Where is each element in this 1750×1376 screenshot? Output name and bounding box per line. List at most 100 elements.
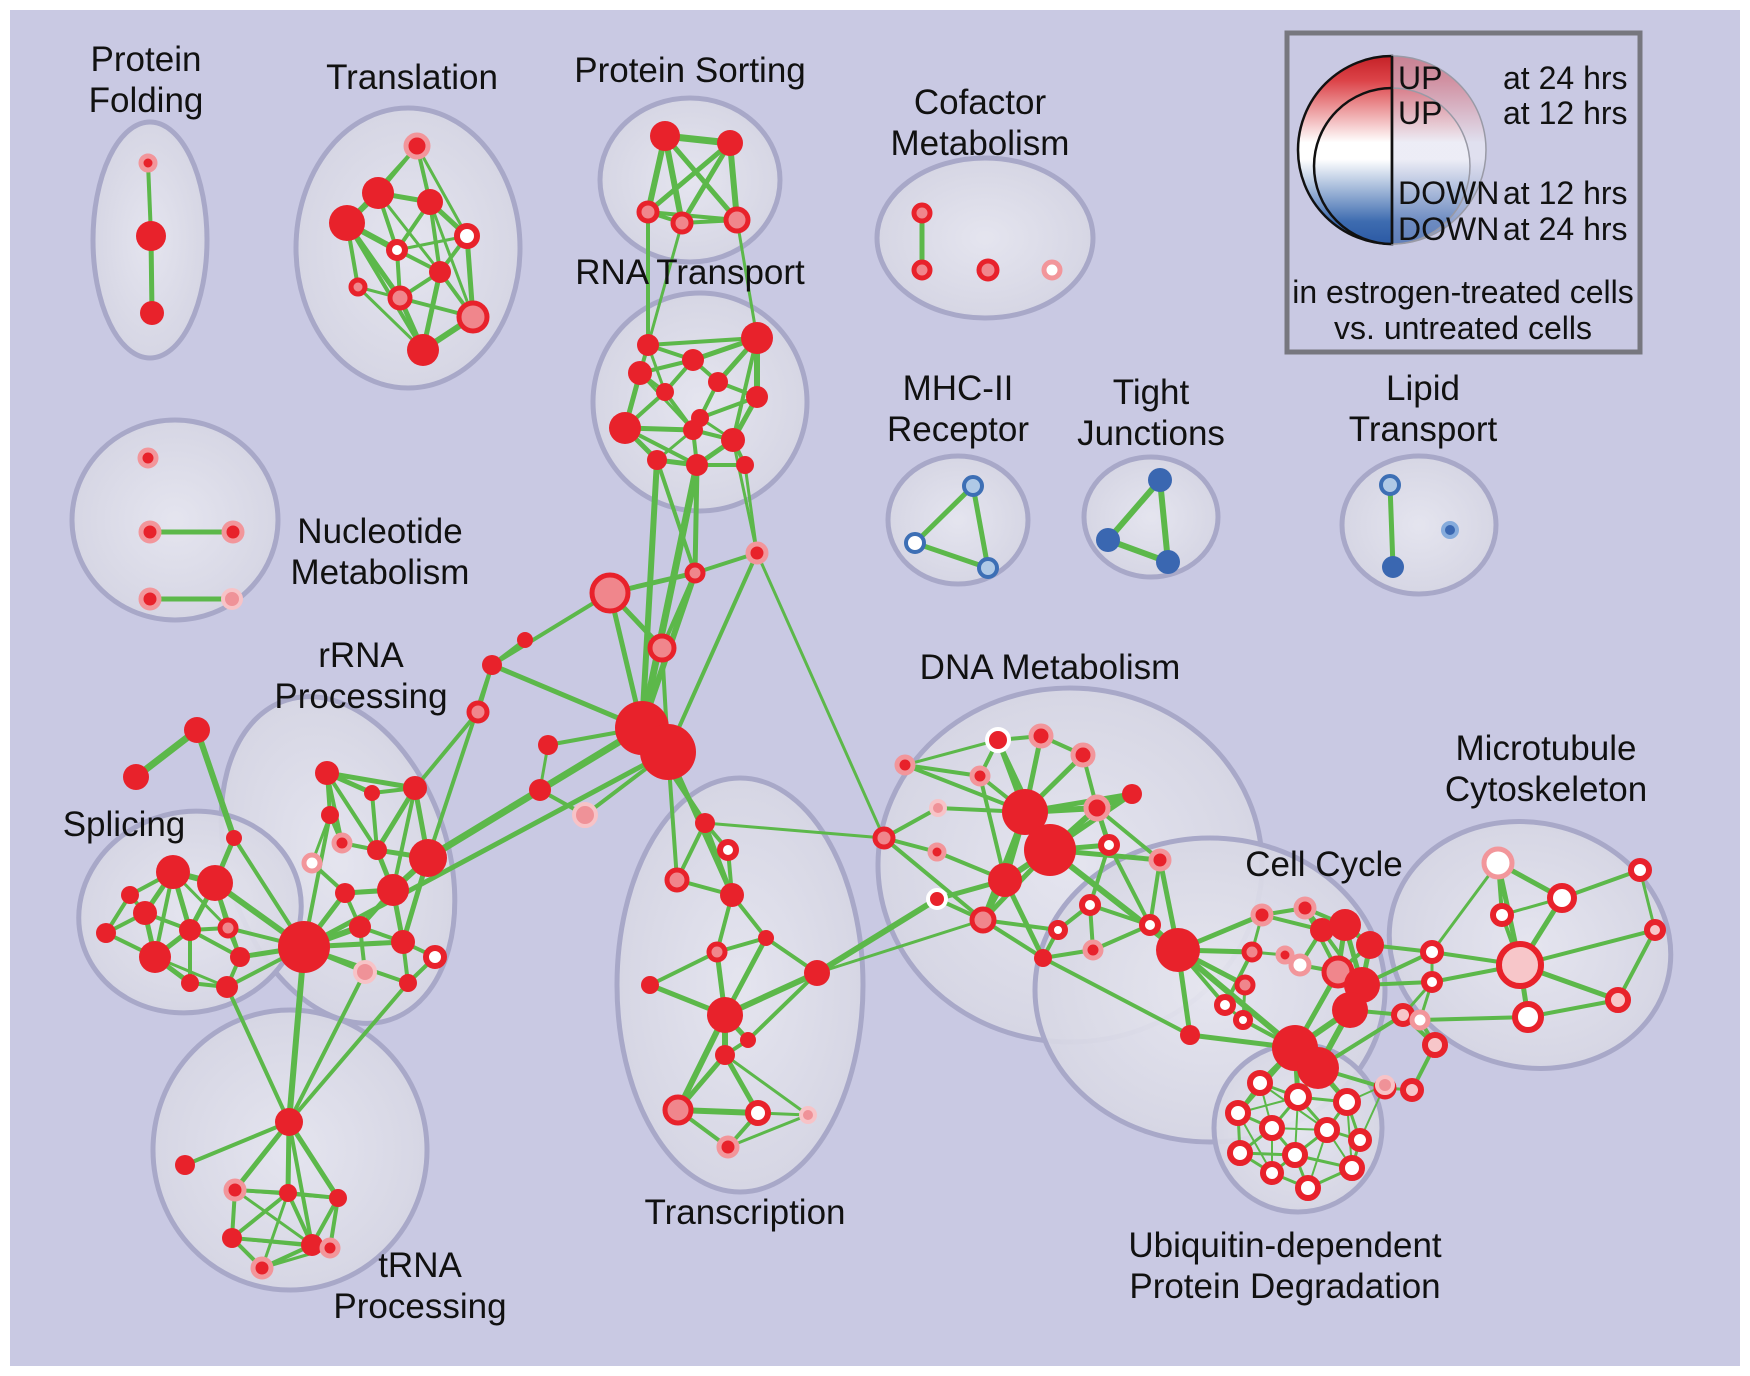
network-node xyxy=(217,917,239,939)
network-node xyxy=(927,842,947,862)
network-node xyxy=(417,189,443,215)
network-node xyxy=(664,867,690,893)
network-node xyxy=(637,334,659,356)
network-node xyxy=(407,334,439,366)
network-node xyxy=(1496,941,1544,989)
network-node xyxy=(1420,940,1444,964)
network-edge xyxy=(287,1120,314,1247)
network-edge xyxy=(1095,806,1162,862)
network-node xyxy=(647,633,677,663)
cluster-label-line: Microtubule xyxy=(1456,729,1637,768)
cluster-label-line: Receptor xyxy=(887,410,1029,449)
cluster-label-line: Protein Degradation xyxy=(1129,1267,1440,1306)
network-node xyxy=(1490,903,1514,927)
network-node xyxy=(221,588,243,610)
network-node xyxy=(335,883,355,903)
network-node xyxy=(969,906,997,934)
cluster-ellipse-lipid-transport xyxy=(1339,453,1499,597)
legend-direction-label: UP xyxy=(1398,60,1442,96)
network-node xyxy=(911,202,933,224)
cluster-label-transcription: Transcription xyxy=(645,1193,846,1232)
cluster-label-line: tRNA xyxy=(378,1246,462,1285)
network-node xyxy=(977,557,999,579)
network-edge xyxy=(194,727,237,841)
network-node xyxy=(1156,550,1180,574)
network-node xyxy=(1079,894,1101,916)
network-edge xyxy=(1041,956,1192,1037)
network-node xyxy=(138,153,158,173)
network-edge xyxy=(903,738,1000,767)
network-node xyxy=(740,1032,756,1048)
network-node xyxy=(331,832,353,854)
network-node xyxy=(1275,945,1295,965)
network-edge xyxy=(703,821,886,840)
network-node xyxy=(926,888,948,910)
cluster-label-translation: Translation xyxy=(326,58,498,97)
network-node xyxy=(1295,1175,1321,1201)
network-edge xyxy=(232,1119,292,1193)
network-node xyxy=(391,930,415,954)
legend-direction-label: UP xyxy=(1398,95,1442,131)
network-node xyxy=(695,813,715,833)
network-node xyxy=(684,562,706,584)
network-node xyxy=(1441,521,1459,539)
network-node xyxy=(1034,949,1052,967)
cluster-label-line: Metabolism xyxy=(891,124,1070,163)
network-node xyxy=(804,960,830,986)
cluster-label-rna-transport: RNA Transport xyxy=(575,253,805,292)
network-node xyxy=(226,830,242,846)
network-edge xyxy=(743,463,759,555)
network-node xyxy=(156,855,190,889)
network-node xyxy=(140,301,164,325)
network-node xyxy=(1329,909,1361,941)
network-node xyxy=(321,806,339,824)
network-node xyxy=(1260,1161,1284,1185)
network-edge xyxy=(225,985,291,1124)
cluster-label-protein-folding: Protein Folding xyxy=(89,40,204,120)
network-node xyxy=(1375,1075,1395,1095)
network-node xyxy=(279,1184,297,1202)
network-node xyxy=(538,735,558,755)
legend-time-label: at 24 hrs xyxy=(1503,211,1628,247)
network-node xyxy=(1028,723,1054,749)
network-edge xyxy=(230,1191,290,1240)
network-node xyxy=(682,349,704,371)
network-node xyxy=(386,239,408,261)
network-edge xyxy=(882,836,985,922)
cluster-label-line: Tight xyxy=(1113,373,1190,412)
network-node xyxy=(1379,474,1401,496)
cluster-label-line: Cytoskeleton xyxy=(1445,770,1647,809)
cluster-label-ubiquitin-dependent-protein-degradation: Ubiquitin-dependent Protein Degradation xyxy=(1128,1226,1442,1306)
network-node xyxy=(301,852,323,874)
network-edge xyxy=(324,770,418,791)
network-node xyxy=(1310,918,1334,942)
legend-time-label: at 12 hrs xyxy=(1503,175,1628,211)
legend-caption-line: in estrogen-treated cells xyxy=(1292,274,1634,310)
network-node xyxy=(745,1100,771,1126)
network-node xyxy=(1096,528,1120,552)
network-node xyxy=(1333,1088,1361,1116)
network-node xyxy=(1391,1003,1415,1027)
cluster-label-cell-cycle: Cell Cycle xyxy=(1245,845,1403,884)
network-node xyxy=(1348,1128,1372,1152)
network-node xyxy=(1048,920,1068,940)
network-node xyxy=(1024,824,1076,876)
network-node xyxy=(1156,928,1200,972)
network-node xyxy=(1041,259,1063,281)
cluster-label-line: Ubiquitin-dependent xyxy=(1128,1226,1442,1265)
network-node xyxy=(367,840,387,860)
cluster-label-tight-junctions: Tight Junctions xyxy=(1077,373,1225,453)
network-node xyxy=(1259,1115,1285,1141)
network-node xyxy=(969,765,991,787)
network-node xyxy=(1422,1032,1448,1058)
network-node xyxy=(691,409,709,427)
network-edge xyxy=(287,981,410,1124)
network-node xyxy=(628,361,652,385)
network-node xyxy=(1214,994,1236,1016)
network-node xyxy=(349,916,371,938)
network-node xyxy=(1400,1078,1424,1102)
network-edge xyxy=(646,336,759,347)
network-node xyxy=(1547,883,1577,913)
network-node xyxy=(1241,941,1263,963)
